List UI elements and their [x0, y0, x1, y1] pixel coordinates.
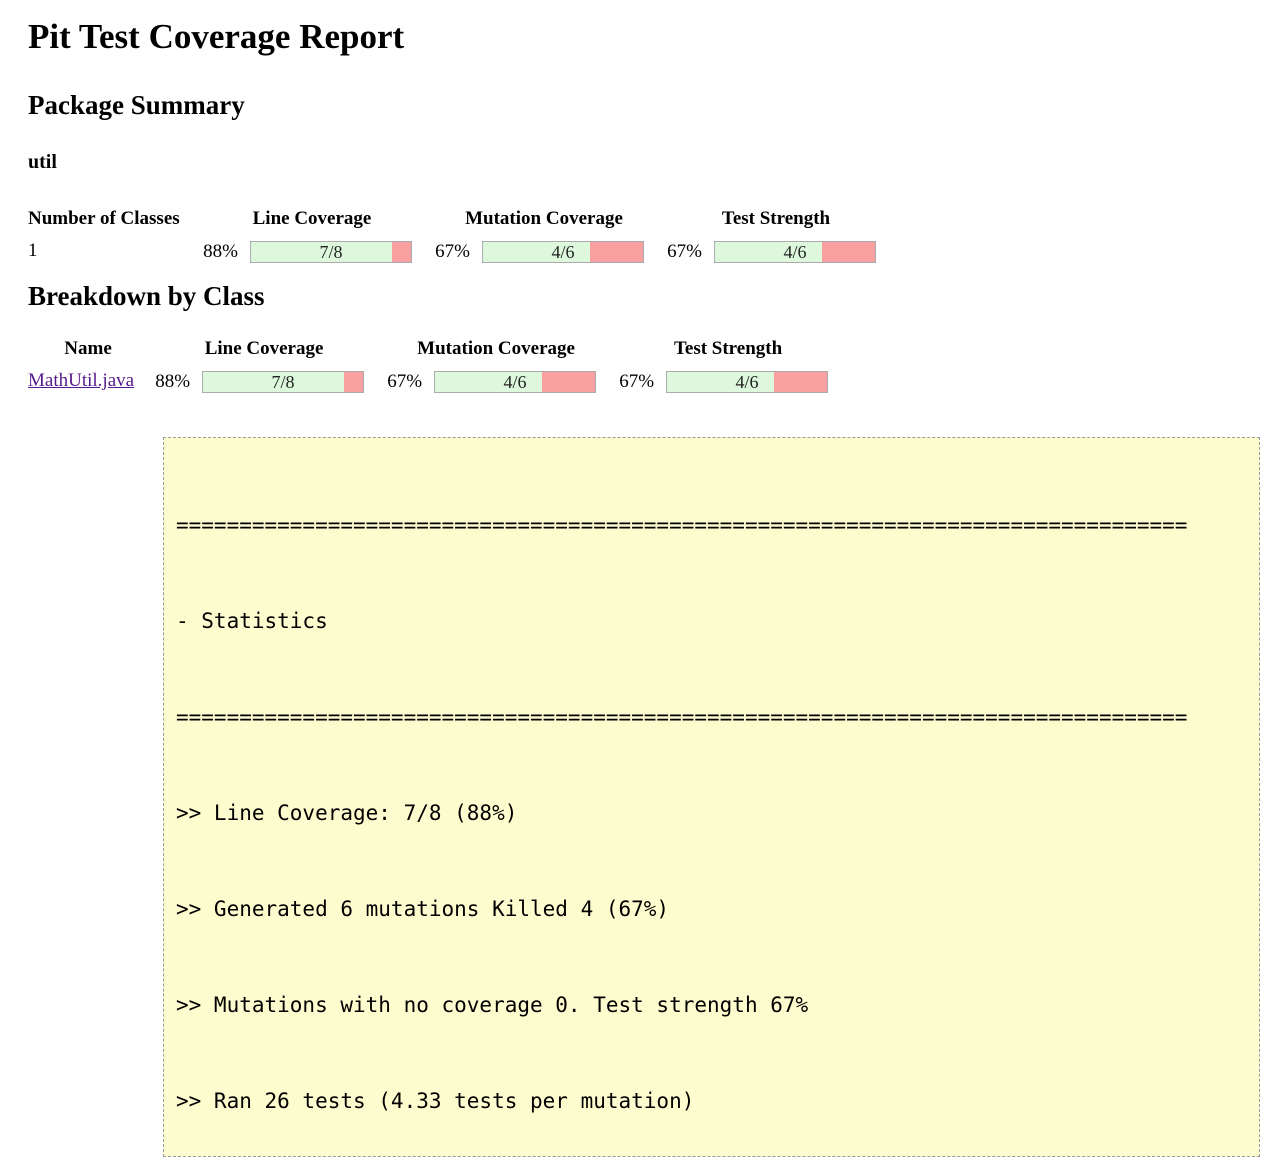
column-header-line-coverage: Line Coverage	[204, 338, 324, 360]
class-link-mathutil[interactable]: MathUtil.java	[28, 370, 135, 392]
test-strength-percent: 67%	[619, 370, 655, 392]
column-header-name: Name	[64, 338, 112, 360]
class-test-strength-cell: 67% 4/6	[612, 367, 844, 395]
coverage-bar-fill	[483, 241, 591, 262]
class-line-coverage-cell: 88% 7/8	[148, 367, 380, 395]
package-summary-table: Number of Classes Line Coverage Mutation…	[28, 208, 892, 265]
column-header-mutation-coverage: Mutation Coverage	[465, 208, 623, 230]
column-header-line-coverage: Line Coverage	[252, 208, 372, 230]
line-coverage-percent: 88%	[155, 370, 191, 392]
column-header-mutation-coverage: Mutation Coverage	[417, 338, 575, 360]
package-mutation-coverage-cell: 67% 4/6	[428, 237, 660, 265]
report-title: Pit Test Coverage Report	[28, 17, 405, 56]
coverage-bar-legend: 4/6	[503, 371, 527, 392]
column-header-test-strength: Test Strength	[673, 338, 783, 360]
class-table-header-row: Name Line Coverage Mutation Coverage Tes…	[28, 338, 844, 367]
console-separator: ========================================…	[176, 513, 1188, 538]
mutation-coverage-percent: 67%	[387, 370, 423, 392]
coverage-bar-fill	[667, 371, 775, 392]
coverage-bar-legend: 4/6	[783, 241, 807, 262]
package-table-header-row: Number of Classes Line Coverage Mutation…	[28, 208, 892, 237]
coverage-bar-legend: 4/6	[735, 371, 759, 392]
mutation-coverage-bar: 4/6	[434, 370, 597, 393]
package-test-strength-cell: 67% 4/6	[660, 237, 892, 265]
column-header-number-of-classes: Number of Classes	[28, 208, 180, 230]
console-separator: ========================================…	[176, 705, 1188, 730]
test-strength-percent: 67%	[667, 240, 702, 262]
console-statistics-label: - Statistics	[176, 609, 328, 634]
mutation-coverage-percent: 67%	[435, 240, 470, 262]
coverage-bar-fill	[203, 371, 344, 392]
class-mutation-coverage-cell: 67% 4/6	[380, 367, 612, 395]
package-line-coverage-cell: 88% 7/8	[196, 237, 428, 265]
section-heading-breakdown-by-class: Breakdown by Class	[28, 281, 265, 312]
line-coverage-bar: 7/8	[250, 240, 412, 263]
coverage-bar-fill	[435, 371, 543, 392]
coverage-bar-legend: 4/6	[551, 241, 575, 262]
console-test-strength: >> Mutations with no coverage 0. Test st…	[176, 993, 809, 1018]
package-summary-row: 1 88% 7/8 67% 4/6 67% 4/6	[28, 237, 892, 265]
column-header-test-strength: Test Strength	[721, 208, 831, 230]
console-mutations-generated: >> Generated 6 mutations Killed 4 (67%)	[176, 897, 670, 922]
package-name: util	[28, 151, 57, 174]
line-coverage-bar: 7/8	[202, 370, 365, 393]
class-row-mathutil: MathUtil.java 88% 7/8 67% 4/6 67% 4/6	[28, 367, 844, 395]
section-heading-package-summary: Package Summary	[28, 90, 245, 121]
class-breakdown-table: Name Line Coverage Mutation Coverage Tes…	[28, 338, 844, 395]
mutation-coverage-bar: 4/6	[482, 240, 644, 263]
console-tests-ran: >> Ran 26 tests (4.33 tests per mutation…	[176, 1089, 695, 1114]
test-strength-bar: 4/6	[714, 240, 876, 263]
number-of-classes-value: 1	[28, 240, 38, 262]
coverage-bar-fill	[251, 241, 392, 262]
test-strength-bar: 4/6	[666, 370, 829, 393]
console-line-coverage: >> Line Coverage: 7/8 (88%)	[176, 801, 518, 826]
coverage-bar-legend: 7/8	[271, 371, 295, 392]
coverage-bar-fill	[715, 241, 823, 262]
statistics-console: ========================================…	[163, 437, 1260, 1158]
line-coverage-percent: 88%	[203, 240, 238, 262]
coverage-bar-legend: 7/8	[319, 241, 343, 262]
class-name-cell: MathUtil.java	[28, 367, 148, 395]
